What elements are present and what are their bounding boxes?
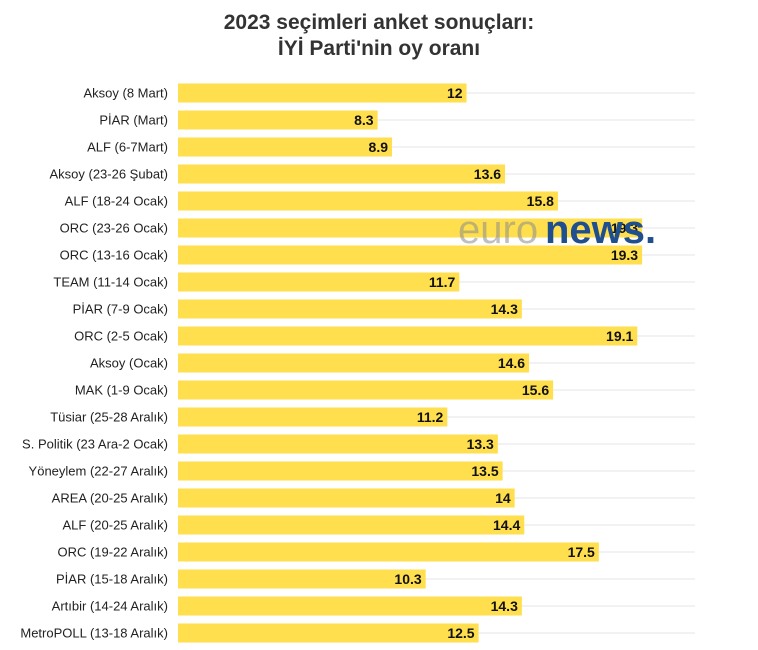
category-label: ORC (23-26 Ocak): [60, 221, 168, 236]
bar: [178, 272, 460, 292]
bar: [178, 137, 393, 157]
watermark-euro: euro: [458, 208, 538, 252]
category-label: PİAR (7-9 Ocak): [73, 302, 168, 317]
bar-layer: Aksoy (8 Mart) 12 PİAR (Mart) 8.3 ALF (6-7Ma…: [20, 83, 643, 643]
category-label: ORC (2-5 Ocak): [74, 329, 168, 344]
value-label: 13.5: [471, 463, 498, 479]
category-label: ALF (20-25 Aralık): [63, 518, 169, 533]
category-label: AREA (20-25 Aralık): [52, 491, 168, 506]
bar: [178, 596, 522, 616]
bar: [178, 380, 554, 400]
bar: [178, 218, 643, 238]
category-label: MAK (1-9 Ocak): [75, 383, 168, 398]
category-label: PİAR (15-18 Aralık): [56, 572, 168, 587]
bar: [178, 326, 638, 346]
category-label: Tüsiar (25-28 Aralık): [50, 410, 168, 425]
value-label: 14: [495, 490, 511, 506]
category-label: ALF (6-7Mart): [87, 140, 168, 155]
bar: [178, 434, 498, 454]
chart-title-line-2: İYİ Parti'nin oy oranı: [277, 37, 481, 60]
value-label: 8.9: [369, 139, 389, 155]
value-label: 11.2: [417, 409, 444, 425]
bar: [178, 299, 522, 319]
bar: [178, 488, 515, 508]
chart-title: 2023 seçimleri anket sonuçları: İYİ Part…: [0, 10, 758, 62]
value-label: 17.5: [568, 544, 595, 560]
value-label: 14.3: [491, 598, 518, 614]
watermark-news: news.: [545, 208, 656, 252]
bar: [178, 245, 643, 265]
value-label: 15.6: [522, 382, 549, 398]
category-label: S. Politik (23 Ara-2 Ocak): [22, 437, 168, 452]
category-label: Yöneylem (22-27 Aralık): [29, 464, 168, 479]
bar: [178, 461, 503, 481]
category-label: ALF (18-24 Ocak): [65, 194, 168, 209]
category-label: Aksoy (23-26 Şubat): [49, 167, 168, 182]
value-label: 19.1: [606, 328, 633, 344]
value-label: 12.5: [447, 625, 474, 641]
bar: [178, 515, 525, 535]
bar: [178, 623, 479, 643]
category-label: MetroPOLL (13-18 Aralık): [20, 626, 168, 641]
category-label: Aksoy (Ocak): [90, 356, 168, 371]
value-label: 19.3: [611, 247, 638, 263]
value-label: 15.8: [527, 193, 554, 209]
value-label: 11.7: [429, 274, 456, 290]
value-label: 13.6: [474, 166, 501, 182]
category-label: PİAR (Mart): [99, 113, 168, 128]
value-label: 14.3: [491, 301, 518, 317]
bar: [178, 542, 599, 562]
value-label: 14.4: [493, 517, 520, 533]
bar: [178, 407, 448, 427]
value-label: 12: [447, 85, 463, 101]
value-label: 8.3: [354, 112, 374, 128]
value-label: 13.3: [467, 436, 494, 452]
bar: [178, 191, 558, 211]
chart-title-line-1: 2023 seçimleri anket sonuçları:: [223, 11, 535, 34]
bar: [178, 110, 378, 130]
bar: [178, 353, 530, 373]
category-label: Aksoy (8 Mart): [83, 86, 168, 101]
bar: [178, 83, 467, 103]
value-label: 14.6: [498, 355, 525, 371]
category-label: TEAM (11-14 Ocak): [53, 275, 168, 290]
value-label: 19.3: [611, 220, 638, 236]
category-label: Artıbir (14-24 Aralık): [52, 599, 168, 614]
euronews-watermark: euro news.: [458, 208, 656, 252]
category-label: ORC (19-22 Aralık): [57, 545, 168, 560]
value-label: 10.3: [394, 571, 421, 587]
category-label: ORC (13-16 Ocak): [60, 248, 168, 263]
bar: [178, 164, 506, 184]
bar: [178, 569, 426, 589]
